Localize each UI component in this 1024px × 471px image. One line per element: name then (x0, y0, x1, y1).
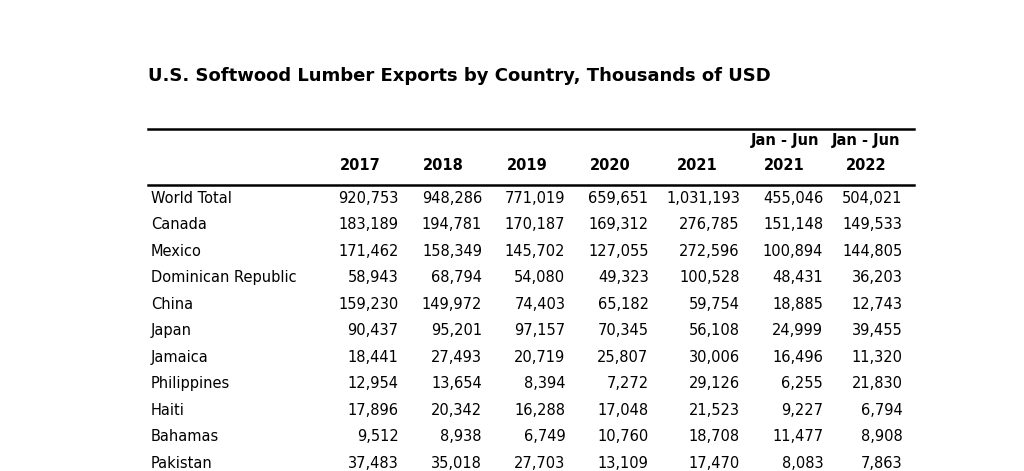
Text: 27,493: 27,493 (431, 350, 482, 365)
Text: Canada: Canada (151, 218, 207, 233)
Text: 59,754: 59,754 (689, 297, 740, 312)
Text: 56,108: 56,108 (689, 324, 740, 338)
Text: 127,055: 127,055 (588, 244, 648, 259)
Text: 20,719: 20,719 (514, 350, 565, 365)
Text: 2021: 2021 (677, 158, 718, 173)
Text: 659,651: 659,651 (589, 191, 648, 206)
Text: 29,126: 29,126 (689, 376, 740, 391)
Text: 48,431: 48,431 (772, 270, 823, 285)
Text: 13,109: 13,109 (598, 456, 648, 471)
Text: 35,018: 35,018 (431, 456, 482, 471)
Text: 24,999: 24,999 (772, 324, 823, 338)
Text: 13,654: 13,654 (431, 376, 482, 391)
Text: Haiti: Haiti (151, 403, 185, 418)
Text: 95,201: 95,201 (431, 324, 482, 338)
Text: Dominican Republic: Dominican Republic (151, 270, 297, 285)
Text: 159,230: 159,230 (338, 297, 398, 312)
Text: 37,483: 37,483 (348, 456, 398, 471)
Text: 17,048: 17,048 (597, 403, 648, 418)
Text: 920,753: 920,753 (338, 191, 398, 206)
Text: 21,830: 21,830 (852, 376, 902, 391)
Text: 2021: 2021 (764, 158, 805, 173)
Text: 2020: 2020 (590, 158, 631, 173)
Text: 36,203: 36,203 (852, 270, 902, 285)
Text: 6,255: 6,255 (781, 376, 823, 391)
Text: 18,708: 18,708 (689, 429, 740, 444)
Text: 27,703: 27,703 (514, 456, 565, 471)
Text: U.S. Softwood Lumber Exports by Country, Thousands of USD: U.S. Softwood Lumber Exports by Country,… (147, 67, 771, 85)
Text: 17,470: 17,470 (688, 456, 740, 471)
Text: Jamaica: Jamaica (151, 350, 209, 365)
Text: 2022: 2022 (846, 158, 887, 173)
Text: 58,943: 58,943 (348, 270, 398, 285)
Text: 11,477: 11,477 (772, 429, 823, 444)
Text: 9,512: 9,512 (357, 429, 398, 444)
Text: 97,157: 97,157 (514, 324, 565, 338)
Text: 18,441: 18,441 (348, 350, 398, 365)
Text: 7,863: 7,863 (861, 456, 902, 471)
Text: 18,885: 18,885 (772, 297, 823, 312)
Text: 8,908: 8,908 (861, 429, 902, 444)
Text: 6,749: 6,749 (523, 429, 565, 444)
Text: 20,342: 20,342 (431, 403, 482, 418)
Text: Bahamas: Bahamas (151, 429, 219, 444)
Text: 504,021: 504,021 (842, 191, 902, 206)
Text: Japan: Japan (151, 324, 193, 338)
Text: 49,323: 49,323 (598, 270, 648, 285)
Text: 10,760: 10,760 (597, 429, 648, 444)
Text: 194,781: 194,781 (422, 218, 482, 233)
Text: 8,394: 8,394 (523, 376, 565, 391)
Text: 30,006: 30,006 (689, 350, 740, 365)
Text: Mexico: Mexico (151, 244, 202, 259)
Text: 2018: 2018 (423, 158, 464, 173)
Text: 74,403: 74,403 (514, 297, 565, 312)
Text: 6,794: 6,794 (861, 403, 902, 418)
Text: Jan - Jun: Jan - Jun (751, 133, 819, 148)
Text: 151,148: 151,148 (763, 218, 823, 233)
Text: 158,349: 158,349 (422, 244, 482, 259)
Text: 145,702: 145,702 (505, 244, 565, 259)
Text: 272,596: 272,596 (679, 244, 740, 259)
Text: 455,046: 455,046 (763, 191, 823, 206)
Text: 17,896: 17,896 (347, 403, 398, 418)
Text: 149,533: 149,533 (843, 218, 902, 233)
Text: 276,785: 276,785 (679, 218, 740, 233)
Text: Philippines: Philippines (151, 376, 230, 391)
Text: 149,972: 149,972 (422, 297, 482, 312)
Text: 8,938: 8,938 (440, 429, 482, 444)
Text: 948,286: 948,286 (422, 191, 482, 206)
Text: 144,805: 144,805 (843, 244, 902, 259)
Text: 171,462: 171,462 (338, 244, 398, 259)
Text: 16,288: 16,288 (514, 403, 565, 418)
Text: 771,019: 771,019 (505, 191, 565, 206)
Text: 170,187: 170,187 (505, 218, 565, 233)
Text: 21,523: 21,523 (689, 403, 740, 418)
Text: 12,743: 12,743 (852, 297, 902, 312)
Text: 65,182: 65,182 (598, 297, 648, 312)
Text: 7,272: 7,272 (606, 376, 648, 391)
Text: 11,320: 11,320 (852, 350, 902, 365)
Text: 1,031,193: 1,031,193 (666, 191, 740, 206)
Text: 90,437: 90,437 (347, 324, 398, 338)
Text: 68,794: 68,794 (431, 270, 482, 285)
Text: 100,528: 100,528 (679, 270, 740, 285)
Text: 16,496: 16,496 (772, 350, 823, 365)
Text: World Total: World Total (151, 191, 231, 206)
Text: Jan - Jun: Jan - Jun (831, 133, 900, 148)
Text: 54,080: 54,080 (514, 270, 565, 285)
Text: 8,083: 8,083 (781, 456, 823, 471)
Text: 2019: 2019 (507, 158, 547, 173)
Text: 100,894: 100,894 (763, 244, 823, 259)
Text: 169,312: 169,312 (589, 218, 648, 233)
Text: 9,227: 9,227 (781, 403, 823, 418)
Text: 12,954: 12,954 (347, 376, 398, 391)
Text: 2017: 2017 (340, 158, 381, 173)
Text: 70,345: 70,345 (598, 324, 648, 338)
Text: China: China (151, 297, 194, 312)
Text: 39,455: 39,455 (852, 324, 902, 338)
Text: 183,189: 183,189 (339, 218, 398, 233)
Text: 25,807: 25,807 (597, 350, 648, 365)
Text: Pakistan: Pakistan (151, 456, 213, 471)
